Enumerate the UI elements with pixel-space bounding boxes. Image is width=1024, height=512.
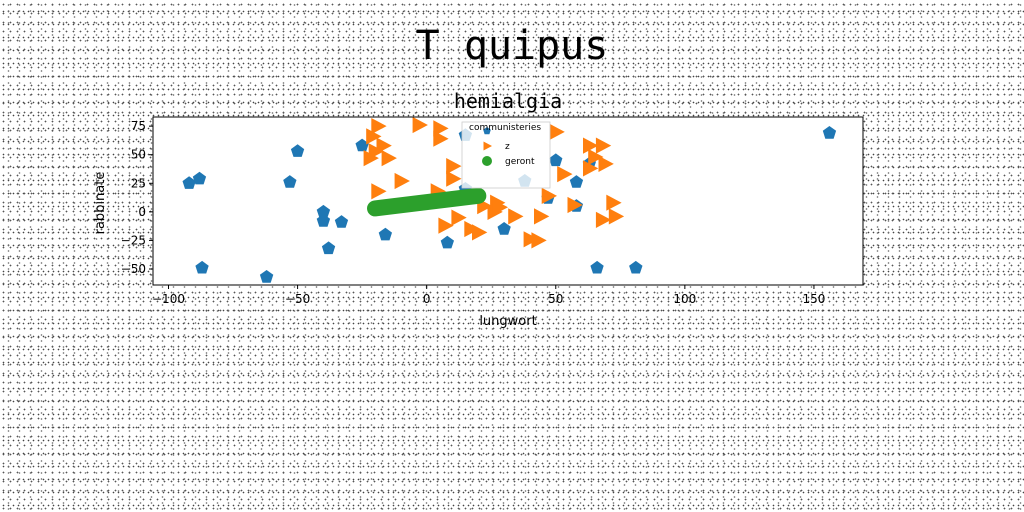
data-point xyxy=(541,187,557,204)
data-point xyxy=(259,270,274,283)
data-point xyxy=(549,153,563,167)
y-tick-label: 25 xyxy=(131,176,146,190)
data-point xyxy=(588,148,604,166)
data-point xyxy=(557,166,573,183)
data-point xyxy=(283,175,297,188)
y-tick-label: −25 xyxy=(121,233,146,247)
chart-title: hemialgia xyxy=(454,89,562,113)
data-point xyxy=(569,175,584,188)
legend-marker xyxy=(483,141,492,151)
data-point xyxy=(321,241,336,255)
data-point xyxy=(363,150,379,167)
legend-box xyxy=(461,121,551,189)
series-layer xyxy=(182,116,837,283)
x-tick-label: −50 xyxy=(285,292,310,306)
series-z xyxy=(363,116,625,249)
data-point xyxy=(472,224,488,241)
data-point xyxy=(523,231,539,248)
legend-label: geront xyxy=(505,157,535,167)
data-point xyxy=(497,222,511,235)
series-line xyxy=(367,187,487,217)
x-tick-label: −100 xyxy=(152,292,185,306)
data-point xyxy=(195,260,209,274)
legend-marker xyxy=(483,127,491,135)
data-point xyxy=(371,118,387,135)
figure-suptitle: T quipus xyxy=(415,23,609,69)
data-point xyxy=(446,158,462,175)
data-point xyxy=(549,123,565,140)
x-tick-label: 100 xyxy=(673,292,696,306)
y-tick-label: 75 xyxy=(131,119,146,133)
data-point xyxy=(376,137,392,154)
data-point xyxy=(822,126,837,139)
data-point xyxy=(394,172,410,190)
data-point xyxy=(381,150,397,167)
data-point xyxy=(464,220,480,238)
data-point xyxy=(371,183,387,200)
data-point xyxy=(433,130,449,147)
data-point xyxy=(433,120,449,137)
series-geront xyxy=(367,187,487,217)
data-point xyxy=(451,209,467,226)
data-point xyxy=(606,194,622,211)
y-tick-label: 50 xyxy=(131,148,146,162)
data-point xyxy=(590,260,604,274)
x-tick-label: 150 xyxy=(802,292,825,306)
data-point xyxy=(334,215,349,228)
data-point xyxy=(492,199,508,216)
data-point xyxy=(508,208,524,225)
x-axis-label: lungwort xyxy=(479,314,536,329)
data-point xyxy=(608,208,625,225)
data-point xyxy=(595,211,612,228)
legend-label: z xyxy=(505,142,510,152)
y-axis-label: rabbinate xyxy=(93,172,108,235)
data-point xyxy=(598,155,614,172)
y-tick-label: −50 xyxy=(121,262,146,276)
data-point xyxy=(446,170,462,187)
data-point xyxy=(316,214,331,227)
x-tick-label: 0 xyxy=(423,292,431,306)
data-point xyxy=(355,138,369,152)
data-point xyxy=(316,204,331,218)
data-point xyxy=(366,128,382,145)
data-point xyxy=(567,196,583,214)
data-point xyxy=(595,137,612,154)
legend: communisteries z geront xyxy=(461,121,551,189)
data-point xyxy=(583,137,599,154)
data-point xyxy=(440,235,454,249)
data-point xyxy=(438,217,454,234)
data-point xyxy=(378,227,392,241)
data-point xyxy=(412,116,428,134)
x-tick-label: 50 xyxy=(548,292,563,306)
data-point xyxy=(534,208,550,225)
data-point xyxy=(290,144,305,157)
tick-group: −100 −50 0 50 100 150 −50 −25 0 25 50 75 xyxy=(121,119,826,306)
legend-label: communisteries xyxy=(469,123,541,133)
data-point xyxy=(182,176,196,189)
y-tick-label: 0 xyxy=(138,205,146,219)
data-point xyxy=(583,160,599,177)
data-point xyxy=(531,232,547,249)
legend-marker xyxy=(482,156,492,166)
data-point xyxy=(629,260,643,274)
data-point xyxy=(192,171,207,185)
plot-frame xyxy=(152,116,864,286)
